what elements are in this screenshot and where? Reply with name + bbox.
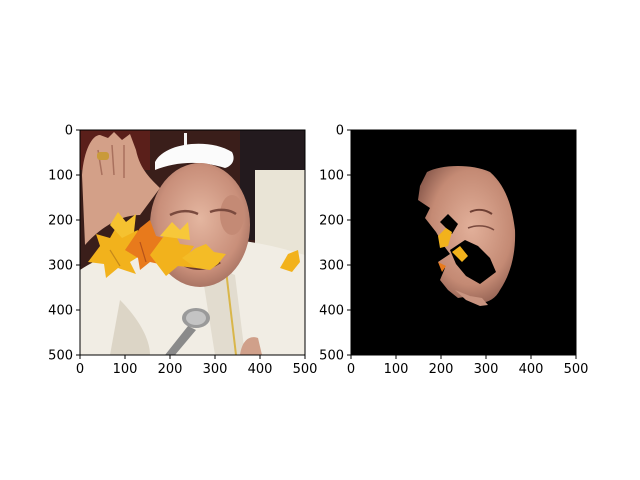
left-y-tick-label: 500 bbox=[48, 349, 73, 364]
right-x-tick-label: 300 bbox=[474, 362, 499, 377]
right-x-tick-label: 500 bbox=[564, 362, 589, 377]
left-y-tick-label: 200 bbox=[48, 214, 73, 229]
right-x-tick-label: 200 bbox=[429, 362, 454, 377]
right-y-tick-label: 400 bbox=[319, 304, 344, 319]
right-y-tick-label: 200 bbox=[319, 214, 344, 229]
right-x-tick-label: 100 bbox=[384, 362, 409, 377]
left-y-tick-label: 300 bbox=[48, 259, 73, 274]
right-image bbox=[351, 130, 576, 355]
left-y-tick-label: 100 bbox=[48, 169, 73, 184]
left-x-tick-label: 0 bbox=[76, 362, 84, 377]
right-y-tick-label: 0 bbox=[336, 124, 344, 139]
left-x-tick-label: 100 bbox=[113, 362, 138, 377]
right-x-tick-label: 0 bbox=[347, 362, 355, 377]
left-x-tick-label: 400 bbox=[248, 362, 273, 377]
left-y-tick-label: 400 bbox=[48, 304, 73, 319]
left-y-tick-label: 0 bbox=[65, 124, 73, 139]
right-y-tick-label: 100 bbox=[319, 169, 344, 184]
left-x-tick-label: 200 bbox=[158, 362, 183, 377]
left-x-tick-label: 500 bbox=[293, 362, 318, 377]
left-image bbox=[80, 130, 305, 355]
right-y-tick-label: 500 bbox=[319, 349, 344, 364]
right-y-tick-label: 300 bbox=[319, 259, 344, 274]
left-x-tick-label: 300 bbox=[203, 362, 228, 377]
right-x-tick-label: 400 bbox=[519, 362, 544, 377]
